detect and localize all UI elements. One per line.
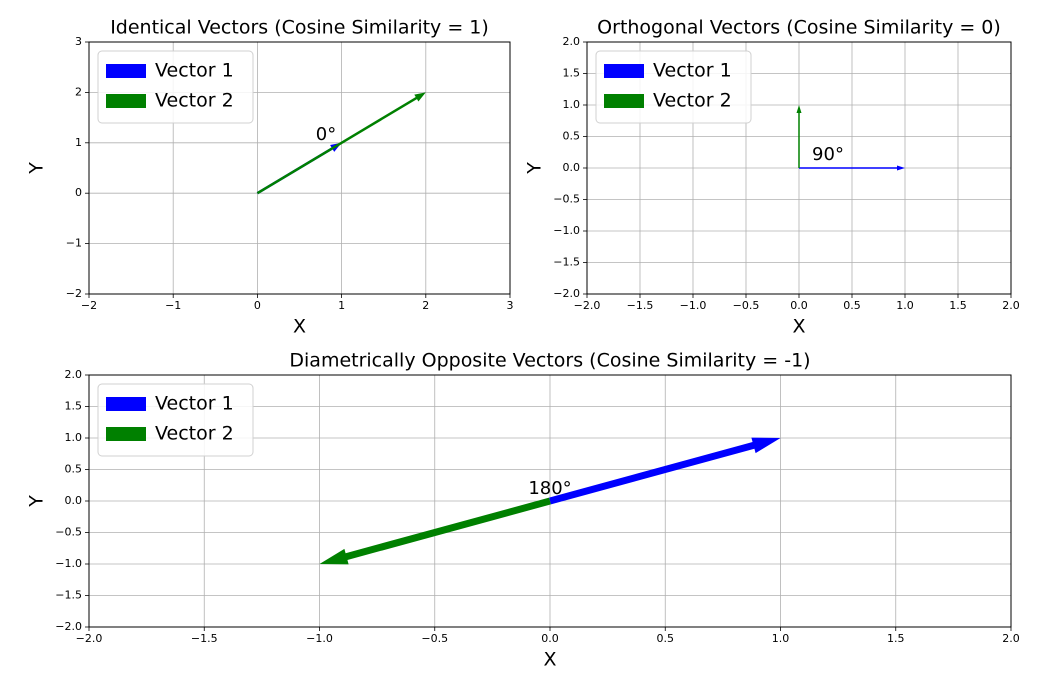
x-tick-label: 0.5: [657, 632, 675, 645]
vector-arrow: [796, 105, 802, 168]
x-tick-label: 2: [422, 299, 429, 312]
x-tick-label: 1.5: [887, 632, 905, 645]
annotation: 0°: [316, 124, 336, 145]
y-tick-label: 1.0: [65, 431, 83, 444]
y-axis-label: Y: [26, 495, 48, 508]
legend-swatch: [106, 427, 146, 441]
y-tick-label: −2.0: [55, 620, 82, 633]
x-tick-label: 0: [254, 299, 261, 312]
y-tick-label: 1.5: [65, 400, 83, 413]
x-tick-label: 1.0: [772, 632, 790, 645]
legend-label: Vector 1: [155, 60, 234, 82]
chart-title: Orthogonal Vectors (Cosine Similarity = …: [597, 17, 1001, 39]
subplot: −2.0 −1.5 −1.0 −0.5 0.0 0.5 1.0 1.5 2.0 −2.0 −1.5 −…: [26, 350, 1020, 671]
chart-title: Identical Vectors (Cosine Similarity = 1…: [110, 17, 489, 39]
y-tick-label: −1.0: [55, 557, 82, 570]
annotation: 90°: [812, 144, 844, 165]
legend-swatch: [604, 64, 644, 78]
x-tick-label: −1.5: [627, 299, 654, 312]
x-tick-label: −1.0: [306, 632, 333, 645]
legend-label: Vector 1: [653, 60, 732, 82]
x-tick-label: 0.0: [541, 632, 559, 645]
x-tick-label: 1: [338, 299, 345, 312]
axes-frame: [88, 41, 511, 295]
subplot: −2.0 −1.5 −1.0 −0.5 0.0 0.5 1.0 1.5 2.0 −2.0 −1.5 −…: [524, 17, 1020, 338]
y-tick-label: 1: [75, 136, 82, 149]
vector-arrow: [799, 165, 905, 171]
x-tick-label: −0.5: [733, 299, 760, 312]
legend-swatch: [604, 94, 644, 108]
legend-label: Vector 2: [155, 423, 234, 445]
y-axis-label: Y: [524, 162, 546, 175]
legend-swatch: [106, 397, 146, 411]
x-tick-label: 1.0: [896, 299, 914, 312]
y-tick-label: 0.5: [65, 463, 83, 476]
x-tick-label: −0.5: [421, 632, 448, 645]
y-tick-label: −0.5: [55, 526, 82, 539]
x-tick-label: 1.5: [949, 299, 967, 312]
x-tick-label: 2.0: [1002, 632, 1020, 645]
x-tick-label: 2.0: [1002, 299, 1020, 312]
x-tick-label: 3: [507, 299, 514, 312]
y-tick-label: −0.5: [553, 193, 580, 206]
y-tick-label: −2: [66, 287, 82, 300]
y-tick-label: −1: [66, 237, 82, 250]
y-tick-label: −1.5: [553, 256, 580, 269]
subplot: −2 −1 0 1 2 3 −2 −1 0 1 2 3 0° Identical Vectors (Cos…: [26, 17, 514, 338]
legend-swatch: [106, 64, 146, 78]
x-axis-label: X: [792, 316, 805, 338]
y-tick-label: 0.0: [65, 494, 83, 507]
y-tick-label: 0: [75, 186, 82, 199]
x-axis-label: X: [293, 316, 306, 338]
y-tick-label: 2: [75, 85, 82, 98]
axes-frame: [88, 374, 1012, 628]
x-tick-label: −1.0: [680, 299, 707, 312]
axes-frame: [586, 41, 1012, 295]
y-tick-label: 1.5: [563, 67, 581, 80]
y-tick-label: 0.0: [563, 161, 581, 174]
vector-arrow: [549, 437, 781, 505]
y-tick-label: −1.0: [553, 224, 580, 237]
x-tick-label: −2: [81, 299, 97, 312]
legend-label: Vector 2: [653, 90, 732, 112]
vector-arrow: [319, 497, 551, 565]
legend-swatch: [106, 94, 146, 108]
y-axis-label: Y: [26, 162, 48, 175]
legend-label: Vector 2: [155, 90, 234, 112]
x-axis-label: X: [543, 649, 556, 671]
vector-arrow: [256, 92, 426, 195]
y-tick-label: 2.0: [65, 368, 83, 381]
y-tick-label: −2.0: [553, 287, 580, 300]
x-tick-label: −1.5: [191, 632, 218, 645]
y-tick-label: 0.5: [563, 130, 581, 143]
y-tick-label: −1.5: [55, 589, 82, 602]
y-tick-label: 3: [75, 35, 82, 48]
x-tick-label: −2.0: [76, 632, 103, 645]
annotation: 180°: [528, 478, 571, 499]
chart-title: Diametrically Opposite Vectors (Cosine S…: [289, 350, 810, 372]
legend-label: Vector 1: [155, 393, 234, 415]
y-tick-label: 1.0: [563, 98, 581, 111]
x-tick-label: −1: [165, 299, 181, 312]
x-tick-label: 0.0: [790, 299, 808, 312]
x-tick-label: 0.5: [843, 299, 861, 312]
x-tick-label: −2.0: [574, 299, 601, 312]
y-tick-label: 2.0: [563, 35, 581, 48]
